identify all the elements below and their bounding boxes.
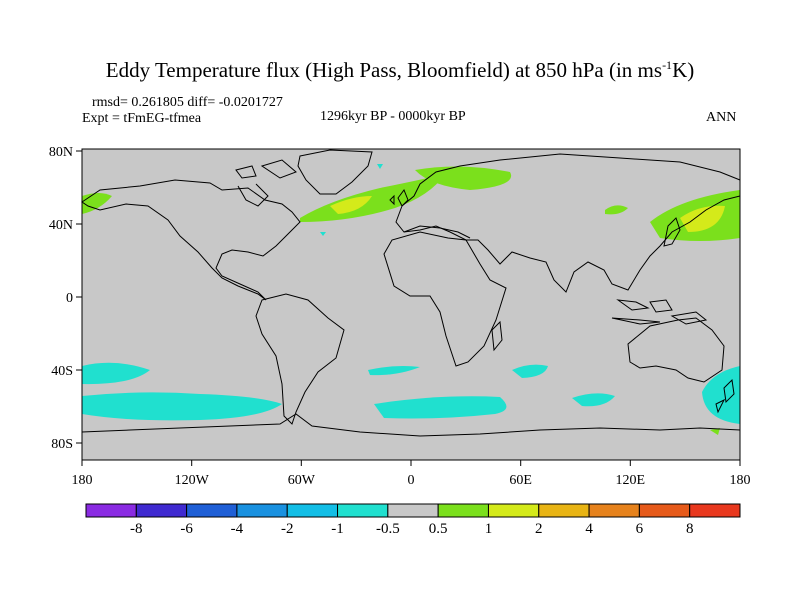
lon-tick-label: 0: [408, 473, 415, 488]
lat-tick-label: 80S: [51, 437, 73, 452]
north-atlantic-yellow-patch: [330, 196, 372, 214]
chart-title: Eddy Temperature flux (High Pass, Bloomf…: [105, 58, 695, 82]
colorbar-swatch: [337, 503, 389, 518]
southern-ocean-cyan-west: [82, 392, 282, 421]
colorbar-swatch: [85, 503, 137, 518]
lon-tick-labels: 180 120W 60W 0 60E 120E 180: [72, 473, 751, 488]
arctic-islands-coastline: [235, 159, 297, 179]
colorbar-swatch: [437, 503, 489, 518]
south-indian-cyan-patch: [512, 364, 548, 378]
southern-ocean-cyan-east: [702, 366, 740, 424]
south-america-coastline: [255, 293, 345, 425]
greenland-coastline: [297, 149, 373, 195]
mediterranean-coastline: [403, 225, 471, 239]
colorbar-swatch: [588, 503, 640, 518]
colorbar-label: 1: [484, 521, 493, 537]
south-pacific-cyan-band: [82, 362, 150, 385]
lon-tick-label: 60W: [288, 473, 316, 488]
colorbar-label: 2: [535, 521, 543, 537]
colorbar-label: 0.5: [428, 521, 448, 537]
map-plot: 180 120W 60W 0 60E 120E 180 80N 40N 0 40…: [49, 145, 751, 488]
north-pacific-yellow-patch: [680, 205, 725, 232]
eurasia-coastline: [395, 153, 741, 293]
lat-tick-label: 40S: [51, 364, 73, 379]
europe-green-band: [415, 166, 512, 190]
british-isles-coastline: [389, 188, 409, 207]
lon-tick-marks: [81, 460, 741, 466]
expt-label: Expt = tFmEG-tfmea: [82, 111, 202, 126]
southern-ocean-cyan-central: [374, 396, 507, 419]
colorbar-label: -2: [280, 521, 294, 537]
colorbar-swatch: [236, 503, 288, 518]
arctic-cyan-speck: [377, 164, 383, 169]
lat-tick-labels: 80N 40N 0 40S 80S: [49, 145, 73, 452]
new-zealand-coastline: [715, 378, 735, 414]
central-asia-green-patch: [605, 205, 628, 215]
japan-coastline: [663, 217, 681, 247]
rmsd-label: rmsd= 0.261805 diff= -0.0201727: [92, 95, 283, 110]
colorbar-label: -6: [180, 521, 193, 537]
lat-tick-label: 40N: [49, 218, 73, 233]
colorbar-swatch: [286, 503, 339, 518]
colorbar-swatch: [487, 503, 540, 518]
lon-tick-label: 180: [72, 473, 93, 488]
colorbar: [85, 503, 741, 518]
colorbar-label: -4: [230, 521, 244, 537]
indonesia-coastline: [611, 299, 708, 325]
coastlines: [81, 149, 741, 437]
north-america-coastline: [81, 179, 301, 301]
lon-tick-label: 120E: [616, 473, 646, 488]
lon-tick-label: 60E: [509, 473, 532, 488]
lat-tick-label: 0: [66, 291, 73, 306]
new-zealand-green-speck: [710, 428, 720, 435]
colorbar-swatch: [538, 503, 590, 518]
period-label: 1296kyr BP - 0000kyr BP: [320, 109, 466, 124]
lat-tick-label: 80N: [49, 145, 73, 160]
colorbar-swatch: [689, 503, 741, 518]
australia-coastline: [627, 317, 725, 383]
colorbar-label: 8: [685, 521, 694, 537]
yellow-green-anomaly-regions: [330, 196, 725, 232]
lon-tick-label: 180: [730, 473, 751, 488]
colorbar-swatch: [387, 503, 439, 518]
colorbar-label: -0.5: [375, 521, 400, 537]
colorbar-label: -8: [130, 521, 143, 537]
atlantic-cyan-speck: [320, 232, 326, 236]
season-label: ANN: [706, 110, 737, 125]
lon-tick-label: 120W: [175, 473, 210, 488]
colorbar-label: -1: [331, 521, 344, 537]
north-pacific-west-green: [82, 193, 112, 214]
lat-tick-marks: [76, 150, 82, 444]
hudson-bay-coastline: [237, 183, 269, 207]
africa-coastline: [383, 231, 507, 367]
antarctica-coastline: [81, 413, 741, 437]
southern-ocean-cyan-east-small: [572, 393, 615, 407]
colorbar-swatch: [186, 503, 238, 518]
south-atlantic-cyan-small: [368, 366, 420, 376]
colorbar-swatch: [638, 503, 691, 518]
cyan-anomaly-regions: [82, 164, 740, 424]
colorbar-swatch: [135, 503, 188, 518]
madagascar-coastline: [491, 320, 503, 352]
colorbar-label: 4: [585, 521, 593, 537]
colorbar-label: 6: [635, 521, 644, 537]
